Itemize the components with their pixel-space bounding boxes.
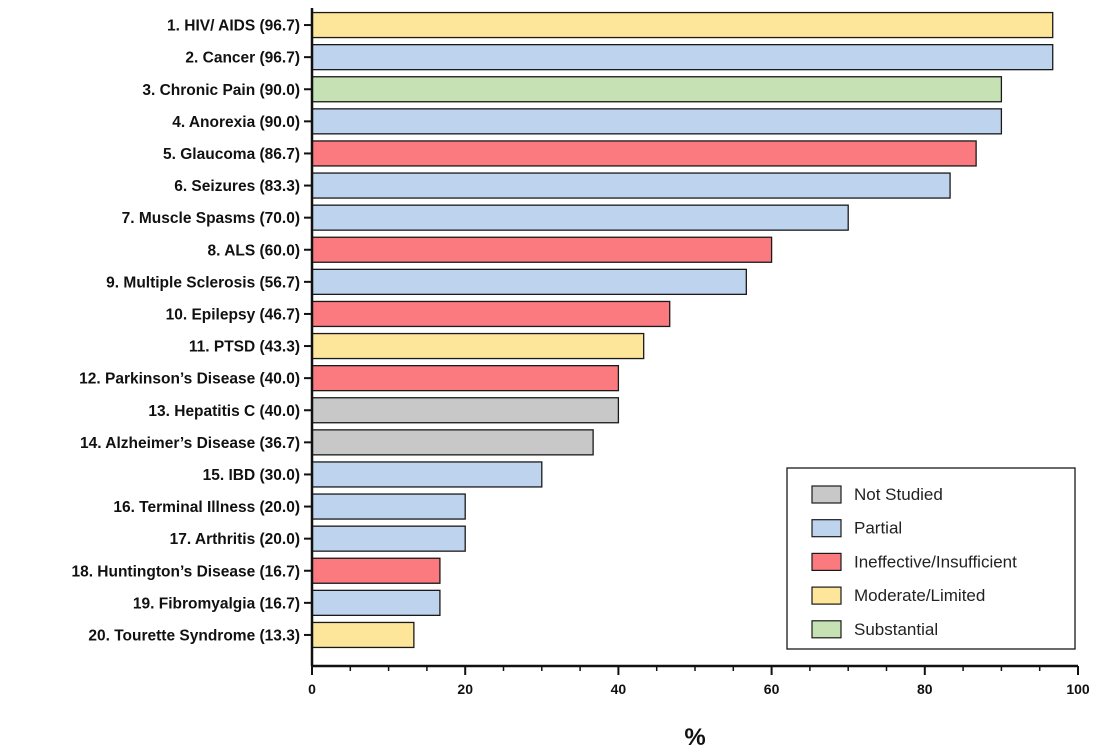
- bar-16: [312, 494, 465, 519]
- x-axis-title: %: [684, 724, 705, 750]
- category-label-2: 2. Cancer (96.7): [185, 50, 300, 67]
- category-label-5: 5. Glaucoma (86.7): [163, 146, 300, 163]
- bar-6: [312, 173, 950, 198]
- category-label-19: 19. Fibromyalgia (16.7): [133, 595, 300, 612]
- bar-12: [312, 366, 618, 391]
- category-label-6: 6. Seizures (83.3): [174, 178, 300, 195]
- legend-label-2: Partial: [854, 519, 902, 538]
- bar-9: [312, 269, 746, 294]
- x-tick-label-40: 40: [611, 681, 627, 697]
- bar-1: [312, 13, 1053, 38]
- x-tick-label-0: 0: [308, 681, 316, 697]
- bar-8: [312, 237, 772, 262]
- bar-18: [312, 558, 440, 583]
- category-label-9: 9. Multiple Sclerosis (56.7): [106, 274, 300, 291]
- x-tick-label-80: 80: [917, 681, 933, 697]
- bar-15: [312, 462, 542, 487]
- legend-swatch-4: [812, 587, 841, 604]
- category-label-3: 3. Chronic Pain (90.0): [142, 82, 300, 99]
- y-axis: [304, 8, 312, 666]
- bar-3: [312, 77, 1001, 102]
- legend-swatch-2: [812, 520, 841, 537]
- bar-10: [312, 301, 670, 326]
- bar-20: [312, 622, 414, 647]
- bar-11: [312, 334, 644, 359]
- x-tick-label-60: 60: [764, 681, 780, 697]
- bar-13: [312, 398, 618, 423]
- bar-2: [312, 45, 1053, 70]
- category-label-8: 8. ALS (60.0): [208, 242, 300, 259]
- x-tick-label-100: 100: [1066, 681, 1090, 697]
- legend-label-3: Ineffective/Insufficient: [854, 552, 1017, 571]
- bar-14: [312, 430, 593, 455]
- legend-label-4: Moderate/Limited: [854, 586, 985, 605]
- category-label-13: 13. Hepatitis C (40.0): [148, 403, 300, 420]
- x-axis: 0 20 40 60 80 100: [308, 666, 1090, 697]
- bar-5: [312, 141, 976, 166]
- category-label-17: 17. Arthritis (20.0): [170, 531, 300, 548]
- category-label-14: 14. Alzheimer’s Disease (36.7): [80, 435, 300, 452]
- category-label-1: 1. HIV/ AIDS (96.7): [167, 18, 300, 35]
- category-label-10: 10. Epilepsy (46.7): [166, 306, 300, 323]
- category-label-20: 20. Tourette Syndrome (13.3): [88, 627, 300, 644]
- bar-17: [312, 526, 465, 551]
- category-label-16: 16. Terminal Illness (20.0): [113, 499, 300, 516]
- category-labels: 1. HIV/ AIDS (96.7) 2. Cancer (96.7) 3. Ch…: [71, 18, 300, 645]
- category-label-18: 18. Huntington’s Disease (16.7): [71, 563, 300, 580]
- bar-7: [312, 205, 848, 230]
- category-label-11: 11. PTSD (43.3): [189, 339, 300, 356]
- legend-swatch-3: [812, 553, 841, 570]
- bar-4: [312, 109, 1001, 134]
- legend-swatch-1: [812, 486, 841, 503]
- legend: Not Studied Partial Ineffective/Insufficie…: [787, 468, 1075, 649]
- legend-swatch-5: [812, 621, 841, 638]
- category-label-12: 12. Parkinson’s Disease (40.0): [79, 371, 300, 388]
- x-tick-label-20: 20: [457, 681, 473, 697]
- category-label-15: 15. IBD (30.0): [203, 467, 300, 484]
- category-label-7: 7. Muscle Spasms (70.0): [122, 210, 300, 227]
- category-label-4: 4. Anorexia (90.0): [172, 114, 300, 131]
- legend-label-1: Not Studied: [854, 485, 943, 504]
- bar-19: [312, 590, 440, 615]
- legend-label-5: Substantial: [854, 620, 938, 639]
